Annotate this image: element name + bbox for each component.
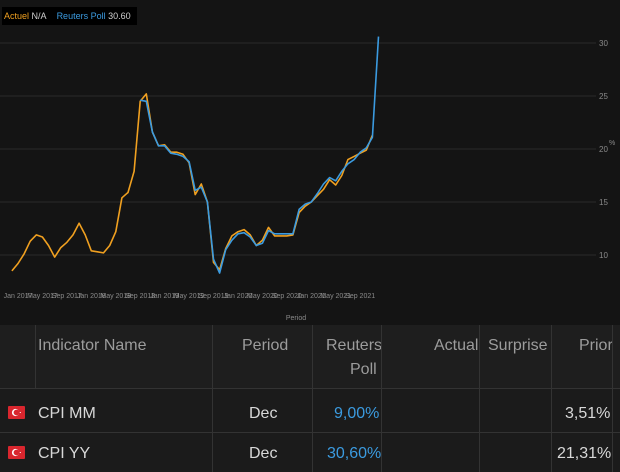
table-header: Indicator Name Period Reuters Poll Actua… (0, 325, 620, 388)
indicator-name[interactable]: CPI YY (38, 445, 91, 462)
legend-actual-label: Actuel (4, 11, 30, 21)
col-header-actual[interactable]: Actual (434, 337, 479, 354)
chart-legend: Actuel N/A Reuters Poll 30.60 (2, 7, 137, 25)
row-divider (0, 432, 620, 433)
col-header-prior[interactable]: Prior (579, 337, 613, 354)
x-tick-label: May 2017 (27, 293, 58, 300)
turkey-flag-icon (8, 406, 25, 419)
x-tick-label: Jan 2017 (4, 293, 33, 300)
x-tick-label: Jan 2019 (150, 293, 179, 300)
column-divider (551, 325, 552, 472)
col-header-surprise[interactable]: Surprise (488, 337, 548, 354)
x-tick-label: Jan 2018 (77, 293, 106, 300)
x-axis-label: Period (286, 315, 306, 322)
indicator-table: Indicator Name Period Reuters Poll Actua… (0, 325, 620, 472)
x-tick-label: Sep 2021 (345, 293, 375, 300)
x-tick-label: Jan 2020 (224, 293, 253, 300)
legend-actual-value: N/A (31, 11, 47, 21)
reuters-poll-value: 9,00% (334, 405, 380, 422)
x-tick-label: Sep 2018 (125, 293, 155, 300)
x-tick-label: May 2019 (174, 293, 205, 300)
turkey-flag-icon (8, 446, 25, 459)
x-tick-label: May 2020 (247, 293, 278, 300)
x-tick-label: Sep 2019 (199, 293, 229, 300)
x-tick-label: Sep 2017 (52, 293, 82, 300)
reuters-poll-value: 30,60% (327, 445, 382, 462)
x-tick-label: May 2018 (100, 293, 131, 300)
legend-poll-label: Reuters Poll (56, 11, 106, 21)
column-divider (479, 325, 480, 472)
column-divider (381, 325, 382, 472)
chart-panel: 10 15 20 25 30% Jan 2017 May 2017 Sep 2017 Jan 2… (0, 0, 620, 325)
prior-value: 3,51% (565, 405, 611, 422)
col-header-reuters-poll-line2[interactable]: Poll (350, 361, 377, 378)
indicator-name[interactable]: CPI MM (38, 405, 96, 422)
column-divider (312, 325, 313, 472)
y-tick-label: 25 (599, 92, 608, 101)
period-value: Dec (249, 445, 278, 462)
y-tick-label: 15 (599, 198, 608, 207)
period-value: Dec (249, 405, 278, 422)
legend-poll-value: 30.60 (108, 11, 131, 21)
x-tick-label: May 2021 (320, 293, 351, 300)
prior-value: 21,31% (557, 445, 612, 462)
column-divider (612, 325, 613, 472)
x-tick-label: Sep 2020 (272, 293, 302, 300)
column-divider (35, 325, 36, 388)
reuters-poll-series-line (140, 36, 380, 274)
col-header-reuters-poll-line1[interactable]: Reuters (326, 337, 383, 354)
column-divider (212, 325, 213, 472)
y-tick-label: 20 (599, 145, 608, 154)
y-tick-label: 30 (599, 39, 608, 48)
x-tick-label: Jan 2021 (297, 293, 326, 300)
actuel-series-line (11, 93, 374, 272)
col-header-indicator-name[interactable]: Indicator Name (38, 337, 147, 354)
y-axis-label: % (609, 140, 615, 147)
y-tick-label: 10 (599, 251, 608, 260)
row-divider (0, 388, 620, 389)
col-header-period[interactable]: Period (242, 337, 289, 354)
